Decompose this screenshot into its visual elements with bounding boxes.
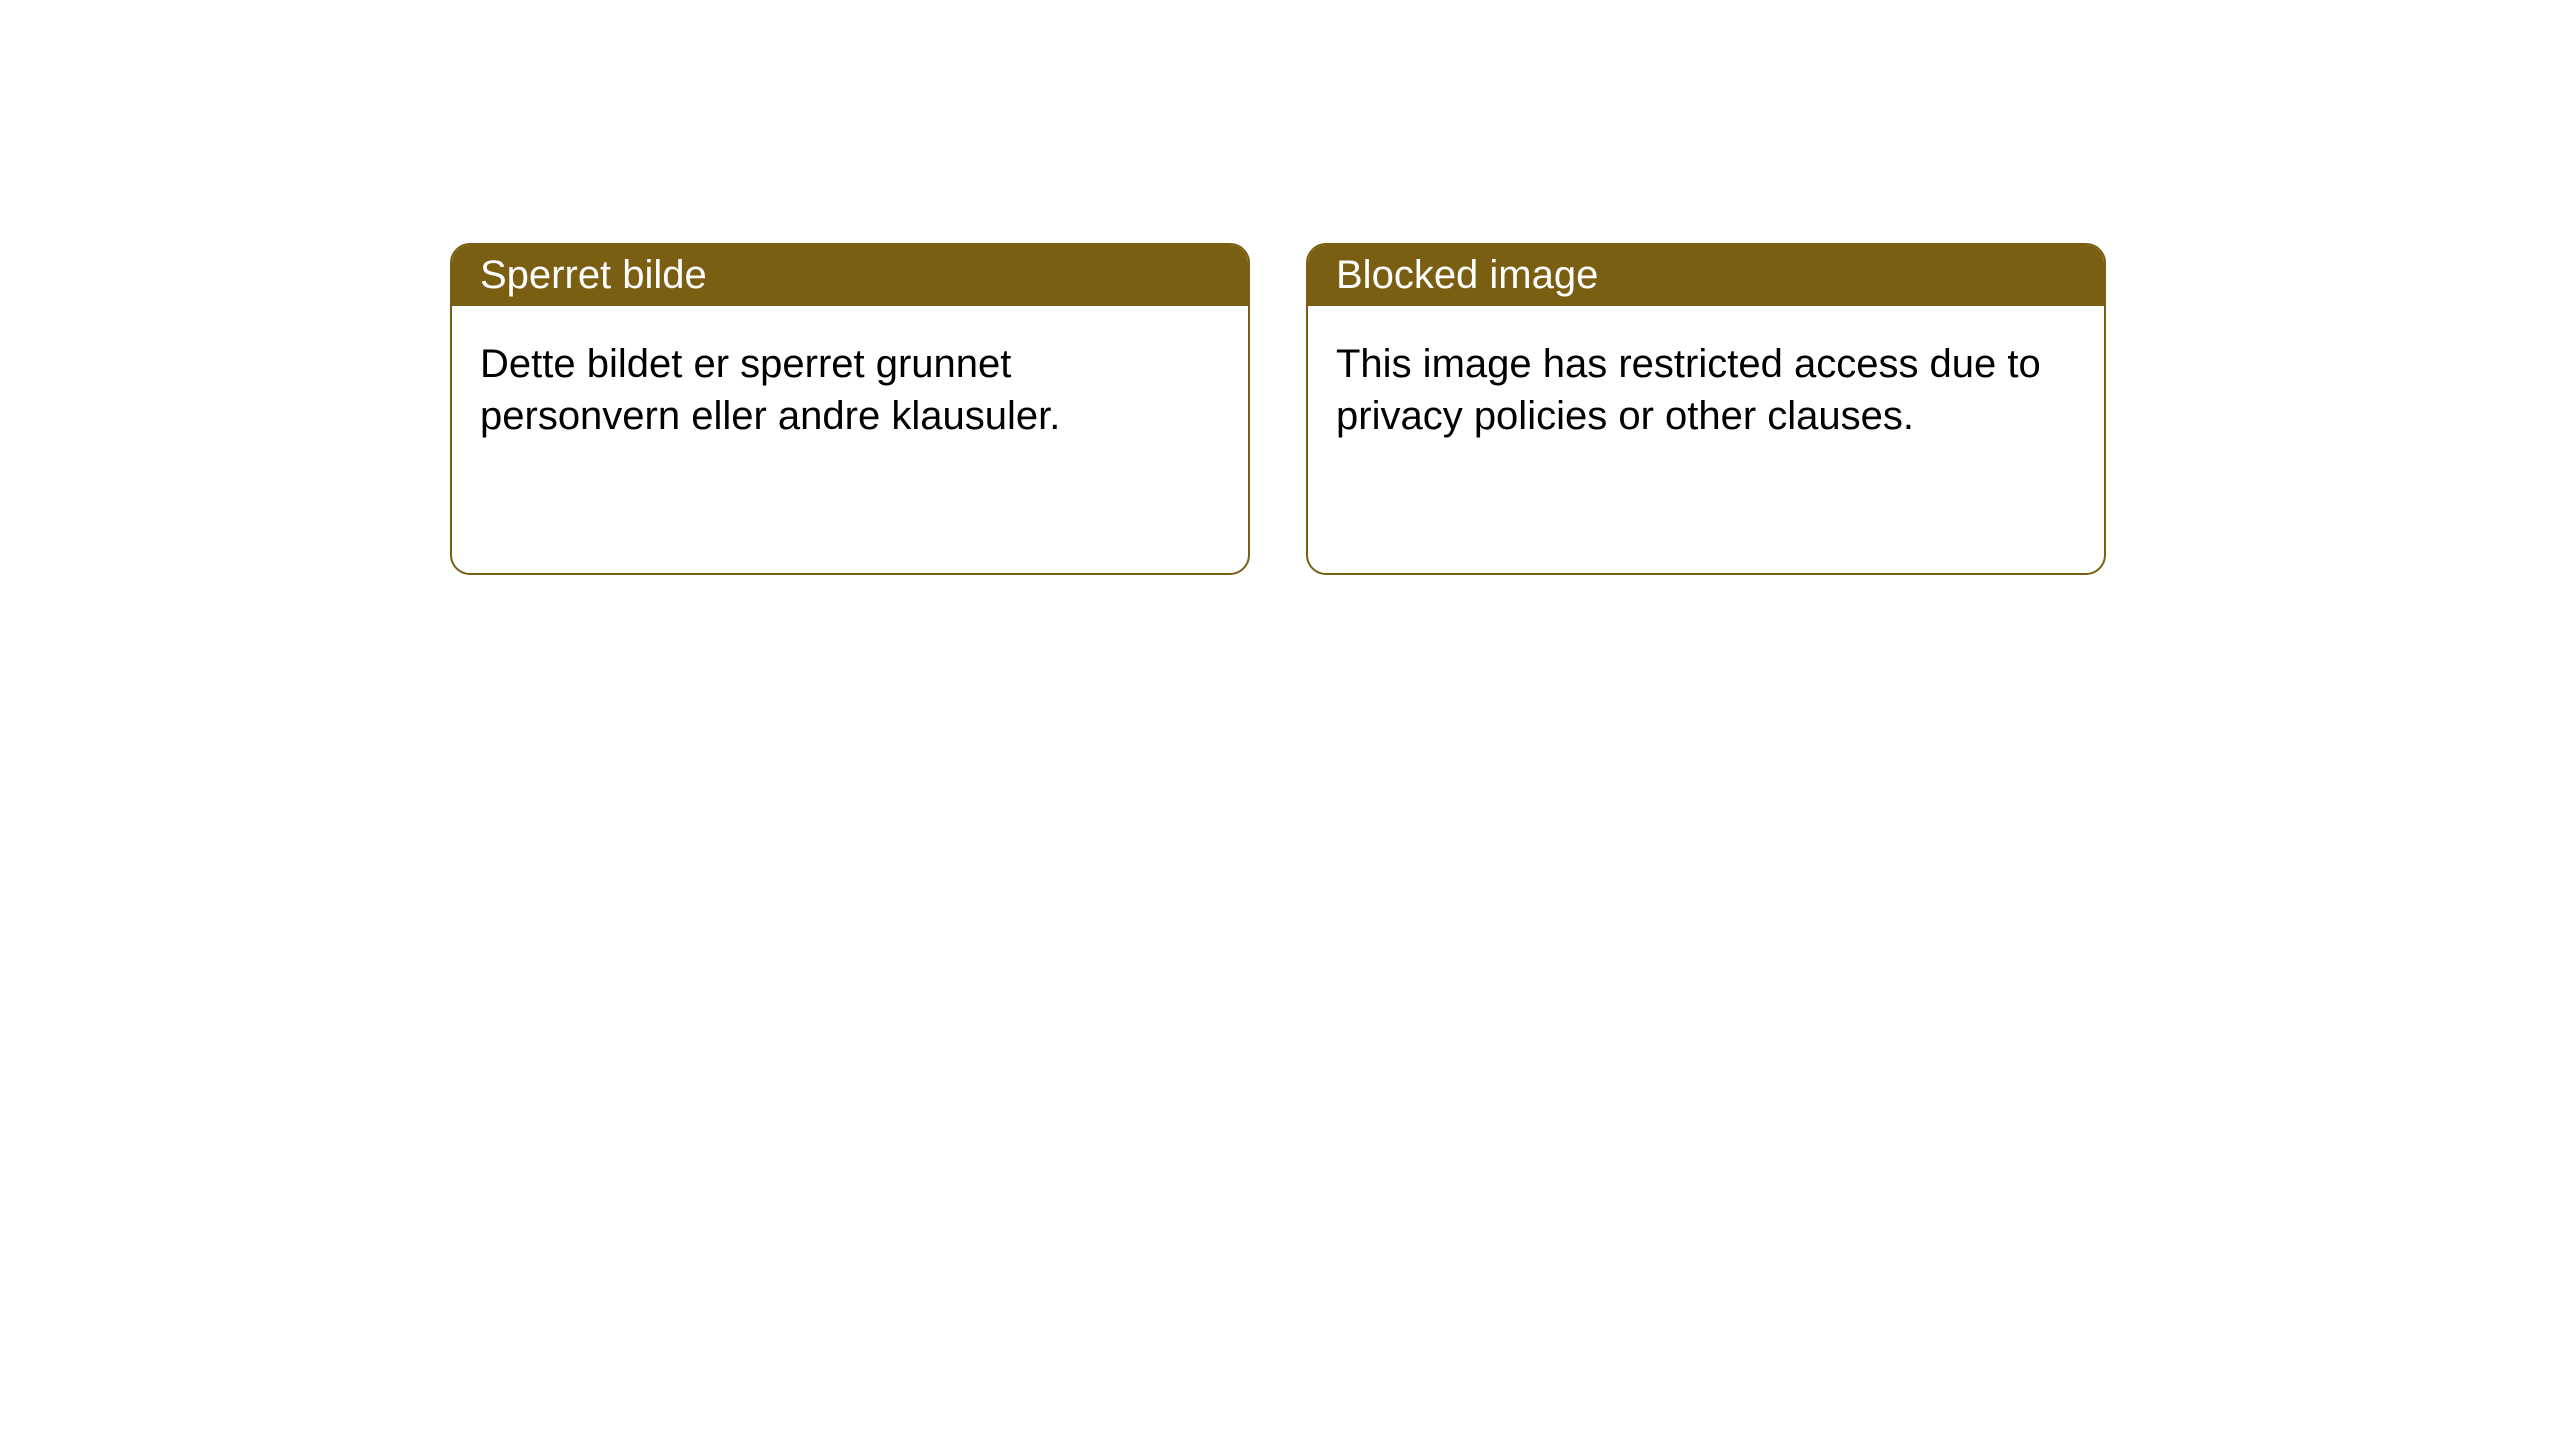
notice-card-header: Blocked image: [1308, 245, 2104, 306]
notice-card-english: Blocked image This image has restricted …: [1306, 243, 2106, 575]
notice-card-body: Dette bildet er sperret grunnet personve…: [452, 306, 1248, 474]
notice-body-text: This image has restricted access due to …: [1336, 342, 2041, 438]
notice-card-norwegian: Sperret bilde Dette bildet er sperret gr…: [450, 243, 1250, 575]
notice-card-body: This image has restricted access due to …: [1308, 306, 2104, 474]
notice-card-header: Sperret bilde: [452, 245, 1248, 306]
notice-cards-container: Sperret bilde Dette bildet er sperret gr…: [450, 243, 2106, 575]
notice-title: Sperret bilde: [480, 253, 707, 297]
notice-title: Blocked image: [1336, 253, 1598, 297]
notice-body-text: Dette bildet er sperret grunnet personve…: [480, 342, 1060, 438]
